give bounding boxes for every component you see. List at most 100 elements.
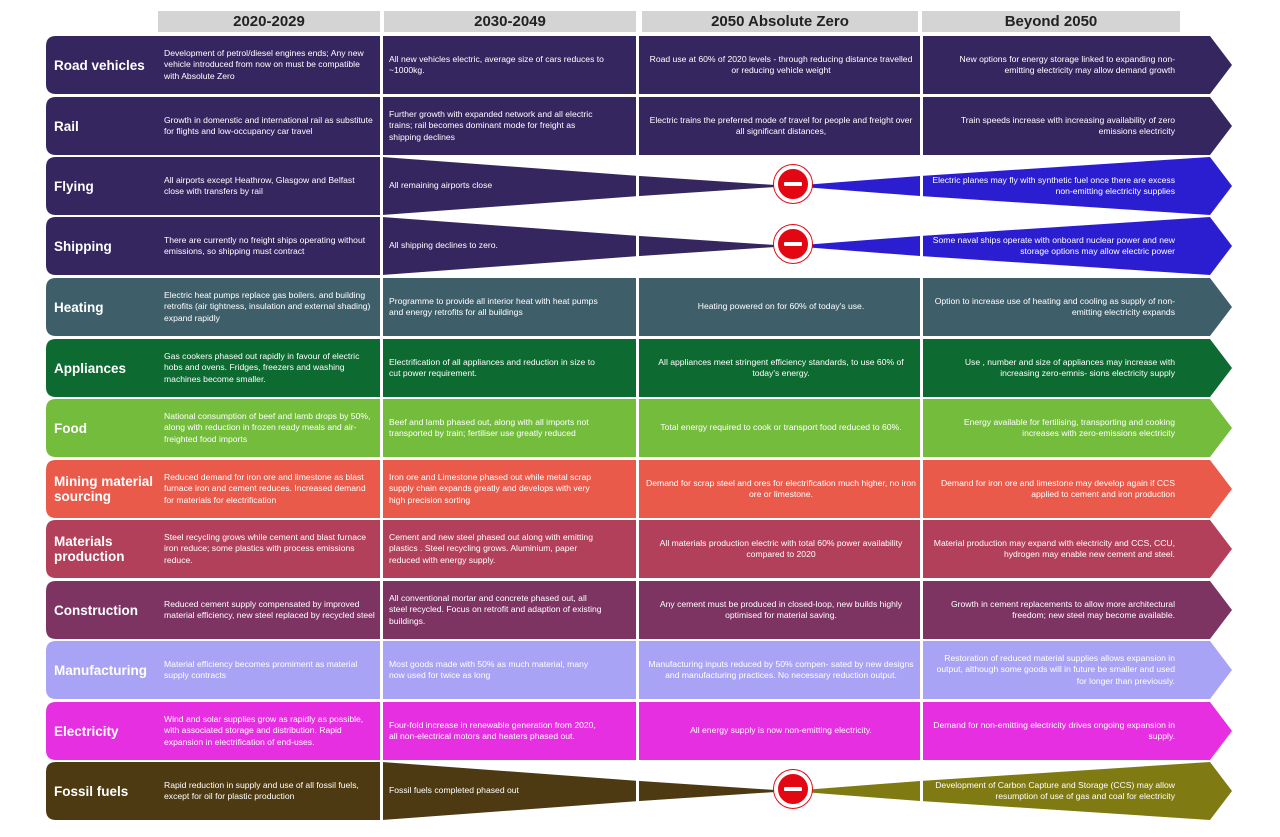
cell-text: Material production may expand with elec…: [933, 537, 1175, 560]
cell-2050-absolute-zero: Total energy required to cook or transpo…: [646, 399, 916, 457]
cell-2050-absolute-zero: Any cement must be produced in closed-lo…: [646, 581, 916, 639]
cell-beyond-2050: Some naval ships operate with onboard nu…: [930, 217, 1175, 275]
column-divider: [920, 339, 923, 397]
cell-beyond-2050: Option to increase use of heating and co…: [930, 278, 1175, 336]
row-label: Fossil fuels: [54, 783, 129, 799]
cell-beyond-2050: Development of Carbon Capture and Storag…: [930, 762, 1175, 820]
cell-text: Electric heat pumps replace gas boilers.…: [164, 289, 371, 323]
header-label: 2050 Absolute Zero: [711, 13, 849, 30]
cell-beyond-2050: Demand for iron ore and limestone may de…: [930, 460, 1175, 518]
cell-2020-2029: Growth in domenstic and international ra…: [164, 97, 376, 155]
cell-text: Demand for iron ore and limestone may de…: [940, 477, 1175, 500]
column-divider: [920, 97, 923, 155]
row-materials-production: Materials production Steel recycling grow…: [0, 520, 1280, 578]
row-regrowth: [790, 217, 1232, 275]
column-divider: [920, 217, 923, 275]
cell-text: Most goods made with 50% as much materia…: [389, 658, 589, 681]
header-2030-2049: 2030-2049: [384, 11, 636, 32]
row-band: [46, 641, 1232, 699]
cell-text: Total energy required to cook or transpo…: [660, 422, 902, 433]
cell-2020-2029: All airports except Heathrow, Glasgow an…: [164, 157, 376, 215]
row-fossil-fuels: Fossil fuels Rapid reduction in supply an…: [0, 762, 1280, 820]
cell-2020-2029: Wind and solar supplies grow as rapidly …: [164, 702, 376, 760]
cell-2020-2029: Steel recycling grows while cement and b…: [164, 520, 376, 578]
cell-text: All remaining airports close: [389, 180, 493, 191]
row-shipping: Shipping There are currently no freight s…: [0, 217, 1280, 275]
column-divider: [920, 641, 923, 699]
cell-2030-2049: All shipping declines to zero.: [389, 217, 604, 275]
column-divider: [380, 581, 383, 639]
column-divider: [636, 278, 639, 336]
column-divider: [636, 520, 639, 578]
cell-2020-2029: Rapid reduction in supply and use of all…: [164, 762, 376, 820]
cell-text: Road use at 60% of 2020 levels - through…: [649, 53, 913, 76]
row-label: Electricity: [54, 723, 119, 739]
cell-2020-2029: Electric heat pumps replace gas boilers.…: [164, 278, 376, 336]
cell-text: Electrification of all appliances and re…: [389, 356, 595, 379]
column-divider: [636, 36, 639, 94]
cell-2030-2049: All new vehicles electric, average size …: [389, 36, 604, 94]
row-band: [46, 36, 1232, 94]
column-divider: [380, 399, 383, 457]
row-band: [46, 217, 1232, 275]
column-divider: [380, 217, 383, 275]
column-divider: [380, 460, 383, 518]
cell-beyond-2050: New options for energy storage linked to…: [930, 36, 1175, 94]
cell-text: Iron ore and Limestone phased out while …: [389, 471, 592, 505]
cell-text: Train speeds increase with increasing av…: [960, 114, 1175, 137]
row-label: Mining material sourcing: [54, 474, 154, 504]
cell-text: Electric trains the preferred mode of tr…: [649, 114, 913, 137]
cell-text: Energy available for fertilising, transp…: [963, 416, 1175, 439]
header-2050-absolute-zero: 2050 Absolute Zero: [642, 11, 918, 32]
row-label: Flying: [54, 178, 94, 194]
cell-text: Demand for non-emitting electricity driv…: [933, 719, 1175, 742]
cell-text: Option to increase use of heating and co…: [934, 295, 1175, 318]
cell-2020-2029: Reduced demand for iron ore and limeston…: [164, 460, 376, 518]
row-band: [46, 460, 1232, 518]
no-entry-bar: [784, 242, 802, 246]
row-taper: [46, 217, 790, 275]
column-divider: [636, 97, 639, 155]
column-divider: [920, 581, 923, 639]
cell-text: Programme to provide all interior heat w…: [389, 295, 598, 318]
cell-text: Growth in cement replacements to allow m…: [950, 598, 1175, 621]
cell-text: Further growth with expanded network and…: [389, 108, 593, 142]
no-entry-icon: [774, 165, 812, 203]
column-divider: [920, 520, 923, 578]
column-divider: [920, 278, 923, 336]
column-divider: [636, 339, 639, 397]
cell-text: Heating powered on for 60% of today's us…: [697, 301, 865, 312]
cell-text: Growth in domenstic and international ra…: [164, 114, 373, 137]
row-band: [46, 520, 1232, 578]
column-divider: [380, 520, 383, 578]
cell-text: There are currently no freight ships ope…: [164, 234, 366, 257]
row-mining-material-sourcing: Mining material sourcing Reduced demand f…: [0, 460, 1280, 518]
cell-text: Fossil fuels completed phased out: [389, 785, 519, 796]
row-manufacturing: Manufacturing Material efficiency becomes…: [0, 641, 1280, 699]
cell-beyond-2050: Restoration of reduced material supplies…: [930, 641, 1175, 699]
row-appliances: Appliances Gas cookers phased out rapidly…: [0, 339, 1280, 397]
cell-text: All new vehicles electric, average size …: [389, 53, 604, 76]
cell-2020-2029: National consumption of beef and lamb dr…: [164, 399, 376, 457]
header-label: 2020-2029: [233, 13, 305, 30]
cell-2030-2049: Cement and new steel phased out along wi…: [389, 520, 604, 578]
cell-text: All energy supply is now non-emitting el…: [690, 725, 872, 736]
no-entry-icon: [774, 770, 812, 808]
cell-2030-2049: Four-fold increase in renewable generati…: [389, 702, 604, 760]
row-band: [46, 399, 1232, 457]
cell-beyond-2050: Use , number and size of appliances may …: [930, 339, 1175, 397]
cell-2050-absolute-zero: Demand for scrap steel and ores for elec…: [646, 460, 916, 518]
column-divider: [920, 36, 923, 94]
cell-text: Wind and solar supplies grow as rapidly …: [164, 713, 364, 747]
cell-text: Reduced demand for iron ore and limeston…: [164, 471, 366, 505]
cell-text: Steel recycling grows while cement and b…: [164, 531, 367, 565]
cell-text: Some naval ships operate with onboard nu…: [932, 234, 1175, 257]
row-label: Heating: [54, 299, 104, 315]
row-band: [46, 702, 1232, 760]
column-divider: [920, 399, 923, 457]
no-entry-icon: [774, 225, 812, 263]
cell-text: New options for energy storage linked to…: [959, 53, 1175, 76]
cell-2050-absolute-zero: Manufacturing inputs reduced by 50% comp…: [646, 641, 916, 699]
row-regrowth: [790, 157, 1232, 215]
header-label: 2030-2049: [474, 13, 546, 30]
